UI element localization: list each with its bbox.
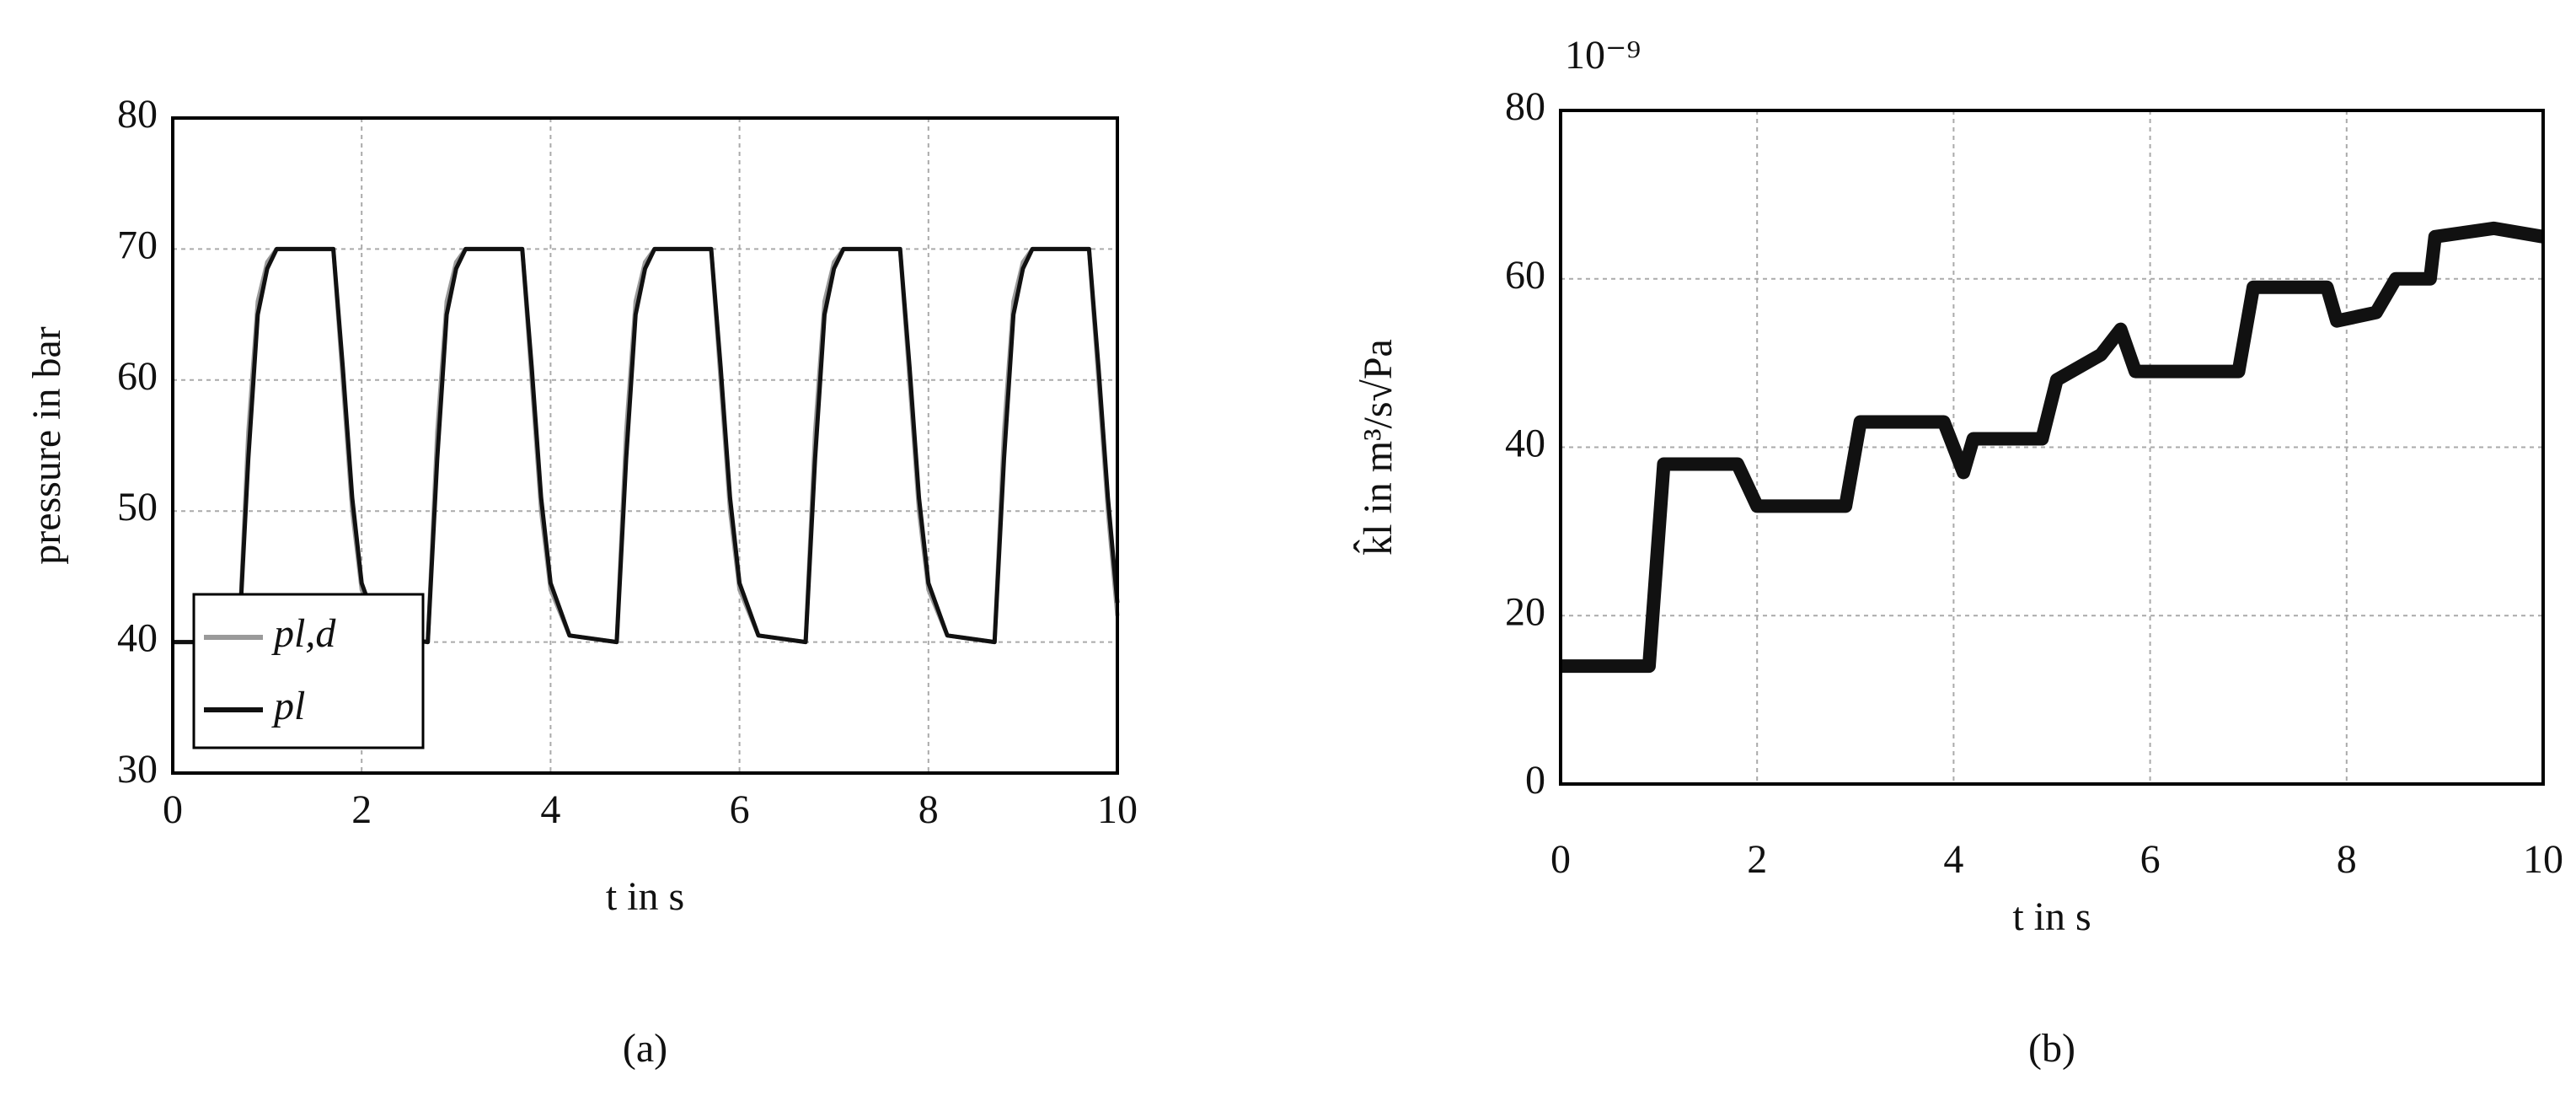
x-tick-label: 8	[2337, 837, 2357, 882]
x-tick-label: 0	[163, 787, 183, 832]
y-tick-label: 80	[117, 92, 158, 137]
x-tick-label: 10	[1097, 787, 1138, 832]
subplot-label: (a)	[623, 1026, 667, 1071]
y-axis-label: k̂l in m³/s√Pa	[1352, 339, 1400, 556]
data-line	[1561, 221, 2545, 674]
x-tick-label: 10	[2523, 837, 2563, 882]
plot-frame	[1559, 109, 2545, 786]
y-tick-label: 20	[1505, 589, 1545, 634]
y-tick-label: 80	[1505, 84, 1545, 129]
x-axis-label: t in s	[2012, 894, 2091, 939]
x-tick-label: 0	[1550, 837, 1571, 882]
x-tick-label: 4	[540, 787, 560, 832]
x-tick-label: 4	[1943, 837, 1963, 882]
x-tick-label: 2	[1747, 837, 1767, 882]
y-tick-label: 60	[1505, 253, 1545, 298]
y-tick-label: 70	[117, 223, 158, 267]
x-tick-label: 8	[918, 787, 939, 832]
y-tick-label: 30	[117, 747, 158, 792]
legend-label: pl	[271, 684, 305, 728]
y-tick-label: 60	[117, 354, 158, 399]
y-tick-label: 40	[117, 616, 158, 661]
y-tick-label: 40	[1505, 422, 1545, 466]
legend-label: pl,d	[271, 611, 336, 656]
x-tick-label: 6	[2140, 837, 2161, 882]
y-tick-label: 0	[1525, 758, 1545, 803]
subplot-label: (b)	[2028, 1026, 2075, 1071]
axis-multiplier: 10⁻⁹	[1565, 33, 1641, 78]
y-axis-label: pressure in bar	[24, 326, 69, 565]
plot-frame	[171, 116, 1119, 775]
x-tick-label: 6	[730, 787, 750, 832]
y-tick-label: 50	[117, 485, 158, 529]
data-line	[173, 246, 1120, 645]
legend-box	[192, 593, 425, 749]
x-axis-label: t in s	[606, 874, 684, 919]
x-tick-label: 2	[351, 787, 372, 832]
data-line	[173, 246, 1120, 645]
